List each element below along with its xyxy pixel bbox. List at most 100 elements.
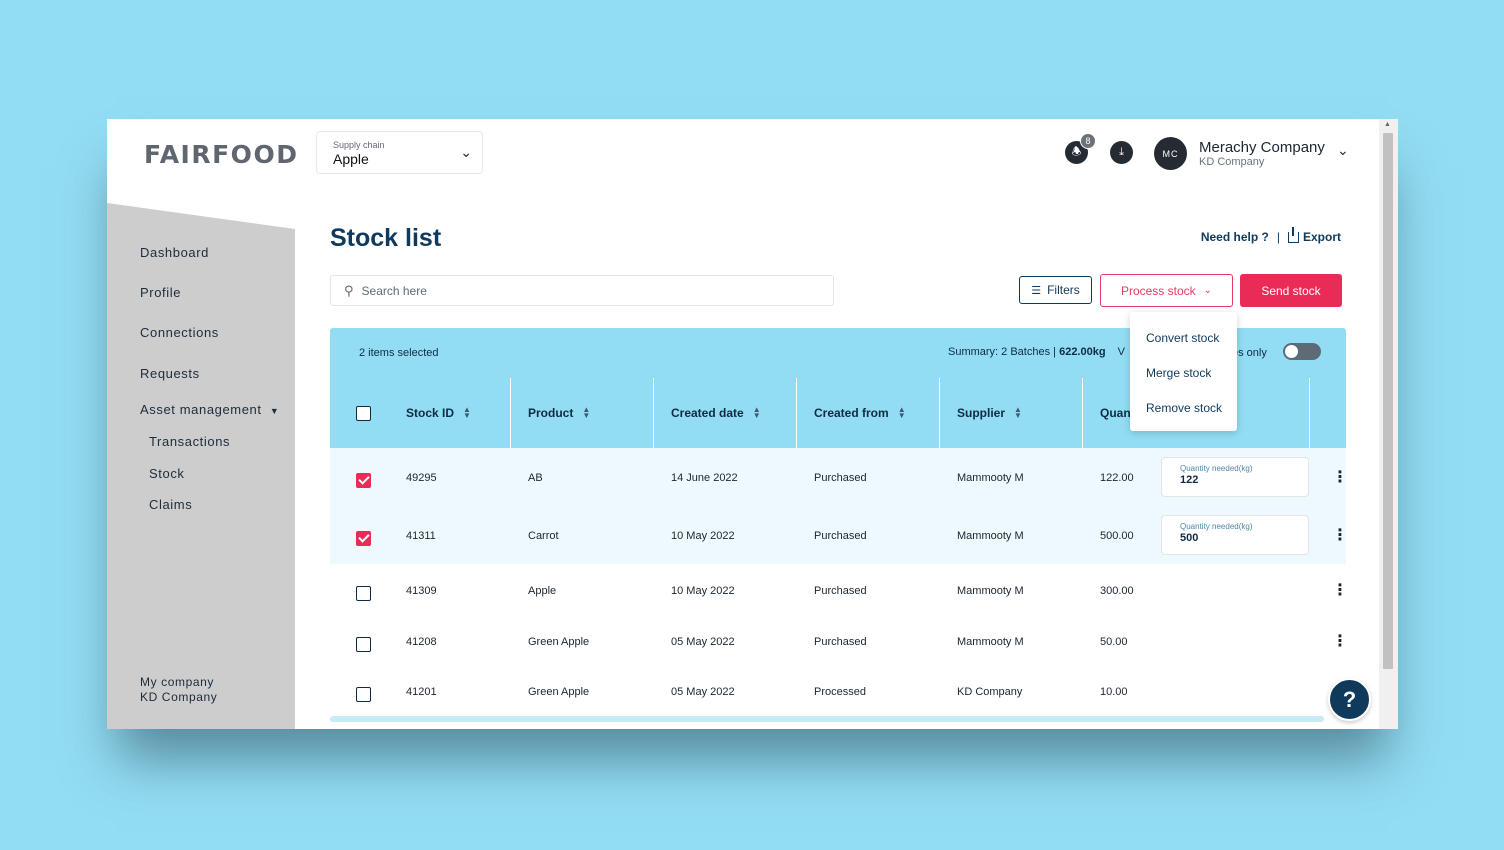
summary-weight: 622.00kg — [1059, 346, 1106, 358]
table-row[interactable]: 41309 Apple 10 May 2022 Purchased Mammoo… — [330, 564, 1348, 614]
scroll-up-icon[interactable]: ▲ — [1384, 121, 1391, 128]
summary-extra: V — [1117, 346, 1125, 358]
sort-icon[interactable]: ▲ ▼ — [897, 405, 906, 420]
filter-only-toggle[interactable] — [1283, 343, 1321, 360]
quantity-needed-value: 122 — [1180, 474, 1199, 486]
menu-item-convert-stock[interactable]: Convert stock — [1146, 331, 1220, 345]
sidebar-item-transactions[interactable]: Transactions — [149, 434, 231, 449]
quantity-needed-field[interactable]: Quantity needed(kg) 122 — [1161, 457, 1309, 497]
column-header-label: Stock ID — [406, 406, 455, 420]
vertical-scrollbar[interactable]: ▲ — [1379, 119, 1398, 729]
column-header-label: Supplier — [957, 406, 1006, 420]
cell-quantity: 10.00 — [1100, 686, 1128, 698]
sidebar-item-claims[interactable]: Claims — [149, 497, 193, 512]
cell-stock-id: 41309 — [406, 585, 437, 597]
menu-item-merge-stock[interactable]: Merge stock — [1146, 366, 1212, 380]
row-checkbox[interactable] — [356, 531, 371, 546]
row-checkbox[interactable] — [356, 637, 371, 652]
send-stock-button[interactable]: Send stock — [1240, 274, 1342, 307]
selected-count: 2 items selected — [359, 347, 439, 359]
quantity-needed-field[interactable]: Quantity needed(kg) 500 — [1161, 515, 1309, 555]
cell-supplier: Mammooty M — [957, 530, 1024, 542]
table-row[interactable]: 41208 Green Apple 05 May 2022 Purchased … — [330, 614, 1348, 664]
sidebar-item-connections[interactable]: Connections — [140, 325, 219, 340]
cell-product: Green Apple — [528, 686, 590, 698]
sort-icon[interactable]: ▲ ▼ — [752, 405, 761, 420]
filters-button[interactable]: ☰ Filters — [1019, 276, 1092, 304]
search-input[interactable] — [361, 283, 802, 298]
app-window: FAIRFOOD Supply chain Apple ⌄ 🕭 8 ⤓ MC M… — [107, 119, 1398, 729]
page-title: Stock list — [330, 224, 442, 252]
sort-icon[interactable]: ▲ ▼ — [1014, 405, 1022, 420]
notification-badge: 8 — [1080, 133, 1096, 149]
sidebar-item-dashboard[interactable]: Dashboard — [140, 245, 209, 260]
company-switcher[interactable]: Merachy Company KD Company — [1199, 139, 1325, 168]
process-stock-menu: Convert stock Merge stock Remove stock — [1130, 312, 1237, 431]
export-button[interactable]: Export — [1287, 226, 1341, 244]
cell-created-from: Purchased — [814, 585, 867, 597]
row-checkbox[interactable] — [356, 687, 371, 702]
select-all-checkbox[interactable] — [356, 406, 371, 421]
quantity-needed-label: Quantity needed(kg) — [1180, 464, 1253, 473]
sort-icon[interactable]: ▲ ▼ — [463, 405, 471, 420]
cell-stock-id: 41311 — [406, 530, 436, 542]
sidebar-item-profile[interactable]: Profile — [140, 285, 182, 300]
sidebar-item-stock[interactable]: Stock — [149, 466, 185, 481]
cell-supplier: Mammooty M — [957, 472, 1024, 484]
fairfood-logo[interactable]: FAIRFOOD — [144, 140, 299, 169]
chevron-down-icon: ⌄ — [1203, 285, 1213, 296]
help-button[interactable]: ? — [1328, 678, 1371, 721]
company-name: Merachy Company — [1199, 139, 1325, 156]
cell-stock-id: 49295 — [406, 472, 437, 484]
sort-icon[interactable]: ▲ ▼ — [582, 405, 591, 420]
cell-quantity: 50.00 — [1100, 636, 1128, 648]
sidebar-item-asset-management[interactable]: Asset management ▼ — [140, 402, 279, 417]
column-header-actions — [1309, 378, 1346, 448]
column-header-created-from[interactable]: Created from ▲ ▼ — [796, 378, 939, 448]
cell-quantity: 500.00 — [1100, 530, 1134, 542]
scrollbar-thumb[interactable] — [1383, 133, 1393, 669]
my-company[interactable]: My company KD Company — [140, 675, 217, 705]
cell-created-from: Purchased — [814, 530, 867, 542]
table-row[interactable]: 41311 Carrot 10 May 2022 Purchased Mammo… — [330, 506, 1348, 564]
menu-item-remove-stock[interactable]: Remove stock — [1146, 401, 1223, 415]
company-sub: KD Company — [1199, 156, 1265, 168]
caret-down-icon: ▼ — [269, 406, 280, 416]
more-options-icon[interactable]: ⋮ — [1332, 469, 1348, 486]
process-stock-button[interactable]: Process stock ⌄ — [1100, 274, 1233, 307]
cell-created-from: Processed — [814, 686, 866, 698]
column-header-supplier[interactable]: Supplier ▲ ▼ — [939, 378, 1082, 448]
download-icon[interactable]: ⤓ — [1110, 141, 1133, 164]
column-header-created-date[interactable]: Created date ▲ ▼ — [653, 378, 796, 448]
summary-text: Summary: 2 Batches | 622.00kg V — [948, 346, 1125, 358]
horizontal-scrollbar[interactable] — [330, 716, 1324, 722]
more-options-icon[interactable]: ⋮ — [1332, 582, 1348, 599]
column-header-label: Created date — [671, 406, 744, 420]
need-help-link[interactable]: Need help ? — [1200, 230, 1269, 244]
more-options-icon[interactable]: ⋮ — [1332, 633, 1348, 650]
export-label: Export — [1302, 230, 1341, 244]
sidebar-item-label: Asset management — [140, 402, 262, 417]
supply-chain-select[interactable]: Supply chain Apple ⌄ — [316, 131, 483, 174]
row-checkbox[interactable] — [356, 586, 371, 601]
my-company-name: KD Company — [140, 690, 218, 704]
chevron-down-icon[interactable]: ⌄ — [1337, 142, 1349, 158]
more-options-icon[interactable]: ⋮ — [1332, 527, 1348, 544]
sidebar-item-requests[interactable]: Requests — [140, 366, 200, 381]
cell-product: Apple — [528, 585, 557, 597]
row-checkbox[interactable] — [356, 473, 371, 488]
column-header-stock-id[interactable]: Stock ID ▲ ▼ — [388, 378, 510, 448]
table-row[interactable]: 41201 Green Apple 05 May 2022 Processed … — [330, 664, 1346, 714]
cell-created-date: 14 June 2022 — [671, 472, 738, 484]
table-row[interactable]: 49295 AB 14 June 2022 Purchased Mammooty… — [330, 448, 1348, 506]
search-box[interactable]: ⚲ — [330, 275, 834, 306]
quantity-needed-value: 500 — [1180, 532, 1199, 544]
column-header-product[interactable]: Product ▲ ▼ — [510, 378, 653, 448]
process-stock-label: Process stock — [1120, 283, 1196, 298]
column-header-quantity[interactable]: Quan — [1082, 378, 1309, 448]
column-header-label: Quan — [1100, 406, 1131, 420]
avatar[interactable]: MC — [1154, 137, 1187, 170]
search-icon: ⚲ — [344, 282, 354, 298]
separator: | — [1276, 230, 1280, 244]
filter-only-label: es only — [1232, 347, 1267, 359]
